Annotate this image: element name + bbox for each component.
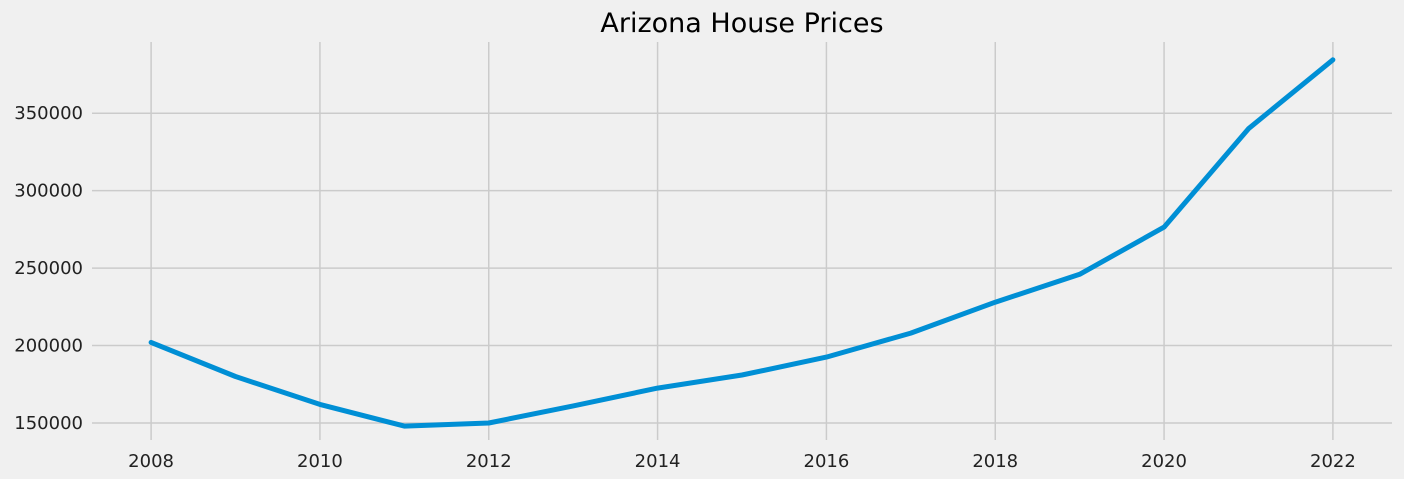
x-tick-label: 2012 bbox=[466, 451, 512, 472]
chart-title: Arizona House Prices bbox=[600, 8, 883, 39]
y-tick-label: 250000 bbox=[14, 258, 83, 279]
x-tick-label: 2008 bbox=[128, 451, 174, 472]
x-tick-label: 2018 bbox=[972, 451, 1018, 472]
x-tick-label: 2022 bbox=[1310, 451, 1356, 472]
x-tick-label: 2014 bbox=[635, 451, 681, 472]
series-layer bbox=[148, 57, 1336, 429]
x-tick-label: 2020 bbox=[1141, 451, 1187, 472]
y-tick-label: 350000 bbox=[14, 103, 83, 124]
y-tick-label: 300000 bbox=[14, 181, 83, 202]
x-tick-label: 2016 bbox=[804, 451, 850, 472]
y-tick-label: 200000 bbox=[14, 336, 83, 357]
x-tick-label: 2010 bbox=[297, 451, 343, 472]
axis-ticks: 2008 2010 2012 2014 2016 2018 2020 2022 150000 20… bbox=[14, 103, 1356, 472]
grid bbox=[92, 42, 1392, 440]
series-line bbox=[148, 57, 1336, 429]
y-tick-label: 150000 bbox=[14, 413, 83, 434]
